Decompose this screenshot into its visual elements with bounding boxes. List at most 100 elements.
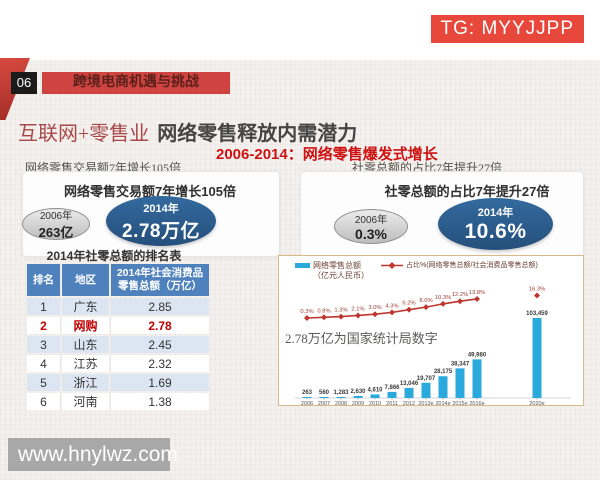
table-cell: 河南	[62, 393, 109, 411]
table-cell: 2.45	[111, 336, 209, 354]
page-number: 06	[11, 72, 37, 94]
legend-bar-label: 网络零售总额 （亿元人民币）	[313, 261, 369, 281]
table-cell: 1	[27, 298, 60, 316]
line-marker	[372, 311, 378, 318]
left-panel-heading: 网络零售交易额7年增长105倍	[64, 184, 236, 199]
percent-label: 4.3%	[385, 303, 398, 309]
table-cell: 1.69	[111, 374, 209, 392]
percent-label: 12.2%	[452, 292, 468, 298]
percent-label: 3.0%	[368, 305, 381, 311]
table-header-row: 排名 地区 2014年社会消费品零售总额（万亿）	[27, 264, 209, 297]
bar-swatch-icon	[295, 263, 310, 268]
table-cell: 2.78	[111, 317, 209, 335]
bar-value-label: 13,046	[400, 381, 419, 387]
legend-line-name: 占比%(网络零售总额/社会消费品零售总额)	[406, 262, 538, 269]
bar	[387, 391, 397, 398]
table-row: 5 浙江 1.69	[27, 374, 209, 392]
bar	[370, 394, 380, 398]
bar	[404, 387, 414, 398]
right-2014-value: 10.6%	[464, 220, 527, 243]
percent-label: 13.8%	[469, 290, 485, 296]
bar-value-label: 263	[302, 390, 313, 396]
line-marker	[304, 315, 310, 321]
x-tick-label: 2006	[301, 401, 313, 407]
right-2006-value: 0.3%	[355, 226, 387, 242]
table-cell: 江苏	[62, 355, 109, 373]
bar-value-label: 103,459	[526, 311, 548, 317]
bar	[455, 368, 465, 398]
bar	[353, 395, 363, 398]
bar	[532, 318, 542, 398]
retail-chart-panel: 网络零售总额 （亿元人民币） 占比%(网络零售总额/社会消费品零售总额) 2.7…	[278, 255, 584, 407]
bar-value-label: 2,630	[350, 389, 366, 395]
legend-line-series: 占比%(网络零售总额/社会消费品零售总额)	[381, 261, 538, 270]
watermark: www.hnylwz.com	[8, 438, 178, 471]
line-marker-icon	[381, 262, 403, 269]
table-row: 4 江苏 2.32	[27, 355, 209, 373]
x-tick-label: 2012	[403, 401, 415, 407]
percent-label: 16.3%	[529, 286, 545, 292]
table-cell: 浙江	[62, 374, 109, 392]
bar-value-label: 28,175	[434, 369, 453, 375]
table-cell: 5	[27, 374, 60, 392]
bar	[421, 382, 431, 398]
line-marker	[338, 313, 344, 320]
left-2014-year: 2014年	[143, 202, 179, 215]
table-cell: 4	[27, 355, 60, 373]
table-header-cell: 2014年社会消费品零售总额（万亿）	[111, 264, 209, 297]
right-2014-year: 2014年	[477, 207, 514, 219]
header-band-title: 跨境电商机遇与挑战	[42, 72, 230, 94]
line-marker	[474, 295, 480, 302]
table-cell: 2.32	[111, 355, 209, 373]
percent-label: 6.2%	[402, 301, 415, 307]
ranking-table: 排名 地区 2014年社会消费品零售总额（万亿） 1 广东 2.85 2 网购 2.78 3 山东…	[25, 262, 211, 412]
bar-value-label: 49,980	[468, 352, 487, 358]
left-2006-year: 2006年	[39, 211, 73, 222]
x-tick-label: 2020e	[529, 401, 544, 407]
left-2006-value: 263亿	[38, 225, 74, 240]
table-row: 1 广东 2.85	[27, 298, 209, 316]
bar-value-label: 38,347	[451, 361, 470, 367]
left-2014-value: 2.78万亿	[122, 220, 200, 242]
ranking-table-head: 排名 地区 2014年社会消费品零售总额（万亿）	[27, 264, 209, 297]
bar-value-label: 19,707	[417, 376, 436, 382]
table-row: 2 网购 2.78	[27, 317, 209, 335]
slide-subtitle: 2006-2014：网络零售爆发式增长	[216, 146, 438, 163]
x-tick-label: 2013e	[418, 401, 433, 407]
right-2006-oval: 2006年 0.3%	[334, 209, 408, 244]
right-panel-heading: 社零总额的占比7年提升27倍	[384, 184, 550, 199]
ranking-table-body: 1 广东 2.85 2 网购 2.78 3 山东 2.45 4 江苏 2.32 5 浙江 1.69 6 河南 1.…	[27, 298, 209, 411]
table-cell: 2	[27, 317, 60, 335]
table-cell: 1.38	[111, 393, 209, 411]
table-header-cell: 排名	[27, 264, 60, 297]
x-tick-label: 2016e	[469, 401, 484, 407]
x-tick-label: 2010	[369, 401, 381, 407]
bar-value-label: 7,866	[384, 385, 400, 391]
table-row: 3 山东 2.45	[27, 336, 209, 354]
slide-title: 互联网+零售业 网络零售释放内需潜力	[18, 117, 357, 146]
bar	[336, 397, 346, 398]
legend-bar-series: 网络零售总额 （亿元人民币）	[295, 261, 369, 281]
x-tick-label: 2011	[386, 401, 398, 407]
left-2014-ellipse: 2014年 2.78万亿	[106, 196, 216, 246]
legend-bar-unit: （亿元人民币）	[313, 271, 369, 280]
bar-value-label: 4,610	[367, 387, 383, 393]
x-tick-label: 2008	[335, 401, 347, 407]
percent-label: 0.8%	[317, 308, 330, 314]
x-tick-label: 2015e	[452, 401, 467, 407]
percent-label: 0.3%	[300, 309, 313, 315]
title-prefix: 互联网+零售业	[18, 123, 150, 145]
bar	[438, 376, 448, 398]
table-cell: 网购	[62, 317, 109, 335]
x-tick-label: 2014e	[435, 401, 450, 407]
table-cell: 6	[27, 393, 60, 411]
line-marker	[321, 314, 327, 321]
percent-label: 2.1%	[351, 306, 364, 312]
line-marker	[423, 304, 429, 311]
tg-badge: TG: MYYJJPP	[430, 15, 584, 43]
legend-bar-name: 网络零售总额	[313, 261, 361, 270]
x-tick-label: 2007	[318, 401, 330, 407]
line-marker	[534, 292, 540, 299]
table-cell: 广东	[62, 298, 109, 316]
